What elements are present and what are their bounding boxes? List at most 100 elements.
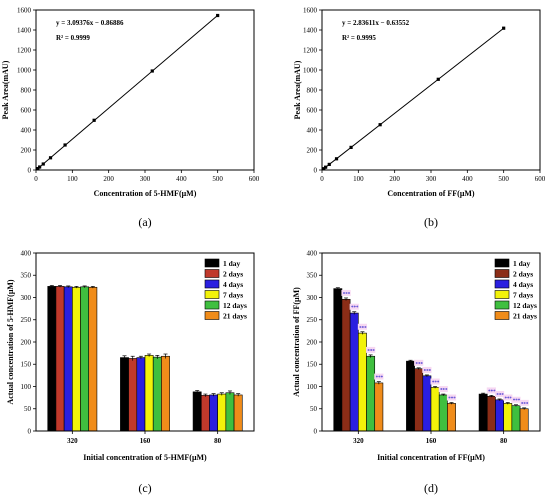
significance-label: *** (432, 381, 440, 386)
x-axis-title: Concentration of FF(μM) (387, 189, 475, 198)
x-tick-label: 300 (426, 175, 437, 183)
x-axis-title: Concentration of 5-HMF(μM) (94, 189, 197, 198)
x-tick-label: 400 (462, 175, 473, 183)
y-tick-label: 300 (21, 294, 32, 302)
plot-frame (321, 9, 541, 171)
bar (519, 408, 529, 432)
y-tick-label: 200 (307, 146, 318, 154)
y-tick-label: 350 (21, 272, 32, 280)
sig-highlight (446, 394, 457, 401)
sig-highlight (341, 289, 351, 296)
data-point (436, 77, 440, 81)
legend-swatch (204, 279, 220, 289)
y-tick-label: 50 (310, 405, 318, 413)
y-tick-label: 400 (307, 126, 318, 134)
sig-highlight (357, 323, 368, 330)
data-point (92, 118, 96, 122)
significance-label: *** (359, 326, 367, 331)
y-tick-label: 200 (21, 146, 32, 154)
y-tick-label: 1600 (303, 6, 318, 14)
y-tick-label: 400 (21, 249, 32, 257)
bar (225, 392, 235, 432)
legend-label: 7 days (223, 291, 243, 300)
significance-label: *** (343, 292, 351, 297)
bar (88, 286, 98, 432)
bar (152, 356, 162, 432)
chart-panel-a: 0 200 400 600 800 1000 1200 1400 1600 0 100 200 300 4… (1, 6, 260, 229)
legend-swatch (204, 290, 220, 299)
legend-label: 4 days (513, 280, 533, 289)
legend-swatch (494, 258, 510, 268)
bar (503, 403, 513, 432)
y-tick-label: 400 (21, 126, 32, 134)
x-tick-label: 160 (140, 437, 151, 445)
y-tick-label: 350 (307, 272, 318, 280)
bar (438, 394, 448, 432)
bar (63, 286, 73, 432)
sig-highlight (503, 394, 513, 401)
panel-label: (d) (424, 481, 438, 495)
legend-swatch (494, 311, 510, 320)
y-tick-label: 50 (24, 405, 32, 413)
data-point (349, 145, 353, 149)
legend-swatch (494, 269, 510, 278)
y-axis-title: Peak Area(mAU) (293, 60, 302, 119)
x-tick-label: 500 (498, 175, 509, 183)
fit-equation: y = 2.83611x − 0.63552 (342, 19, 410, 27)
y-axis-title: Actual concentration of 5-HMF(μM) (6, 279, 15, 405)
sig-highlight (438, 386, 448, 393)
r-squared: R² = 0.9995 (342, 34, 376, 42)
y-tick-label: 150 (21, 361, 32, 369)
legend-label: 2 days (223, 270, 243, 279)
bar (209, 394, 218, 432)
bar (495, 399, 504, 432)
x-tick-label: 320 (353, 437, 364, 445)
x-tick-label: 400 (176, 175, 187, 183)
legend-swatch (204, 311, 220, 320)
chart-panel-c: 0 50 100 150 200 250 300 350 400 320 160 80 1 day 2 d… (6, 249, 255, 495)
bar (366, 355, 376, 432)
sig-highlight (519, 399, 529, 406)
y-tick-label: 1200 (17, 46, 32, 54)
chart-panel-b: 0 200 400 600 800 1000 1200 1400 1600 0 100 200 300 4… (293, 6, 546, 229)
data-point (322, 167, 326, 171)
x-tick-label: 160 (426, 437, 437, 445)
significance-label: *** (488, 390, 496, 395)
significance-label: *** (505, 397, 513, 402)
x-tick-label: 600 (535, 175, 546, 183)
plot-frame (35, 9, 255, 171)
legend-label: 2 days (513, 270, 533, 279)
x-tick-label: 600 (249, 175, 260, 183)
legend-swatch (494, 300, 510, 310)
y-tick-label: 1400 (17, 26, 32, 34)
y-tick-label: 200 (21, 338, 32, 346)
bar (233, 394, 243, 432)
bar (341, 298, 351, 432)
sig-highlight (349, 303, 359, 310)
panel-label: (b) (424, 215, 438, 229)
data-point (48, 156, 53, 160)
data-point (63, 143, 67, 147)
legend-swatch (204, 258, 220, 268)
legend-swatch (494, 279, 510, 289)
sig-highlight (486, 387, 496, 394)
legend-swatch (204, 300, 220, 310)
x-tick-label: 100 (67, 175, 78, 183)
bar (358, 332, 367, 432)
y-tick-label: 0 (314, 427, 318, 435)
y-tick-label: 1000 (303, 66, 318, 74)
y-tick-label: 100 (21, 383, 32, 391)
x-axis-title: Initial concentration of FF(μM) (377, 453, 485, 462)
y-axis-title: Peak Area(mAU) (1, 60, 10, 119)
data-point (216, 13, 220, 18)
x-tick-label: 100 (353, 175, 364, 183)
bar (80, 286, 90, 432)
sig-highlight (374, 373, 384, 380)
sig-highlight (414, 359, 424, 366)
chart-panel-d: 050100150200250300350400320*************… (292, 249, 541, 495)
y-tick-label: 1000 (17, 66, 32, 74)
sig-highlight (366, 346, 376, 353)
significance-label: *** (367, 349, 375, 354)
r-squared: R² = 0.9999 (56, 34, 90, 42)
